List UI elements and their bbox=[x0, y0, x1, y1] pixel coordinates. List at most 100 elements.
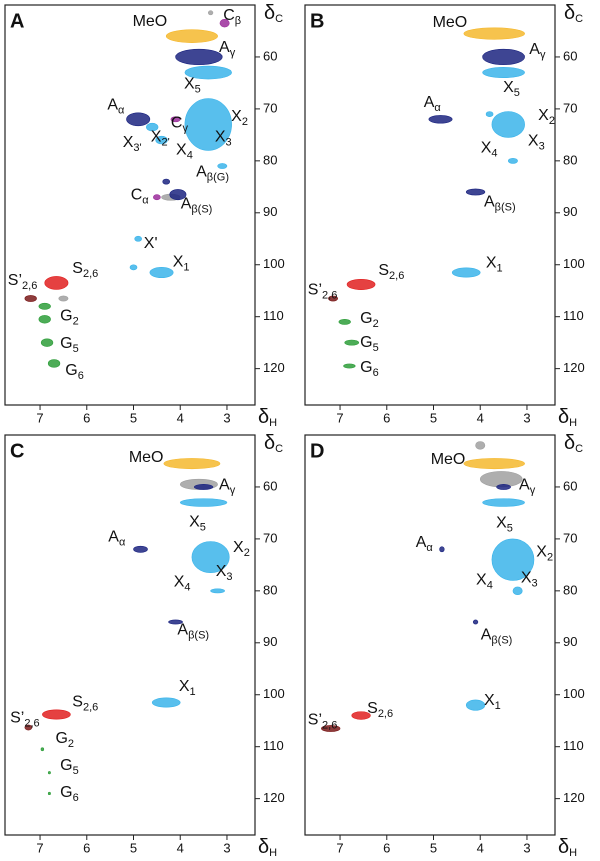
label-sub: 3 bbox=[226, 571, 232, 583]
label-main: A bbox=[484, 194, 495, 211]
cross-peak bbox=[44, 276, 69, 290]
x-tick-label: 4 bbox=[177, 840, 184, 855]
label-sub: H bbox=[269, 417, 277, 429]
y-tick-label: 60 bbox=[263, 48, 277, 63]
cross-peak bbox=[463, 458, 525, 470]
label-sub: 2 bbox=[244, 547, 250, 559]
cross-peak bbox=[344, 339, 360, 346]
cross-peak bbox=[475, 441, 486, 450]
cross-peak bbox=[465, 699, 486, 711]
x-axis-label: δH bbox=[258, 836, 277, 859]
label-main: X bbox=[179, 678, 190, 695]
peak-label: X3' bbox=[123, 134, 142, 154]
label-main: A bbox=[107, 96, 118, 113]
peak-label: X2' bbox=[151, 129, 170, 149]
x-tick-label: 4 bbox=[477, 840, 484, 855]
peak-label: X5 bbox=[503, 79, 520, 99]
label-main: X bbox=[528, 133, 539, 150]
label-main: S bbox=[72, 260, 83, 277]
label-main: MeO bbox=[133, 13, 168, 30]
x-tick-label: 7 bbox=[36, 840, 43, 855]
label-main: X bbox=[233, 539, 244, 556]
peak-label: S2,6 bbox=[72, 260, 98, 280]
peak-label: X2 bbox=[233, 539, 250, 559]
label-sub: β(S) bbox=[495, 201, 516, 213]
y-axis-label: δC bbox=[564, 432, 583, 455]
x-axis-label: δH bbox=[558, 836, 577, 859]
peak-label: G6 bbox=[360, 359, 379, 379]
label-sub: C bbox=[275, 13, 283, 25]
label-main: A bbox=[519, 477, 530, 494]
peak-label: Aα bbox=[416, 534, 434, 554]
cross-peak bbox=[47, 791, 51, 796]
peak-label: G6 bbox=[60, 784, 79, 804]
label-sub: 2 bbox=[242, 116, 248, 128]
label-main: X bbox=[216, 563, 227, 580]
y-tick-label: 80 bbox=[263, 582, 277, 597]
label-main: δ bbox=[258, 406, 269, 428]
cross-peak bbox=[129, 264, 138, 271]
cross-peak bbox=[162, 178, 171, 185]
cross-peak bbox=[496, 484, 511, 490]
cross-peak bbox=[153, 194, 161, 201]
label-main: δ bbox=[258, 836, 269, 858]
y-tick-label: 110 bbox=[563, 738, 584, 753]
cross-peak bbox=[47, 359, 61, 368]
label-sub: 4 bbox=[184, 581, 190, 593]
peak-label: X1 bbox=[486, 255, 503, 275]
peak-label: S2,6 bbox=[378, 262, 404, 282]
x-tick-label: 4 bbox=[177, 410, 184, 425]
label-main: G bbox=[60, 757, 72, 774]
label-main: A bbox=[108, 529, 119, 546]
label-main: A bbox=[529, 41, 540, 58]
x-tick-label: 5 bbox=[130, 840, 137, 855]
peak-label: X' bbox=[144, 235, 158, 252]
peak-label: S’2,6 bbox=[8, 272, 38, 292]
cross-peak bbox=[175, 48, 223, 66]
y-tick-label: 80 bbox=[563, 582, 577, 597]
cross-peak bbox=[482, 48, 525, 66]
label-main: A bbox=[219, 477, 230, 494]
y-tick-label: 80 bbox=[263, 152, 277, 167]
label-main: X bbox=[481, 140, 492, 157]
peak-label: X3 bbox=[528, 133, 545, 153]
peak-label: Cα bbox=[131, 187, 150, 207]
label-sub: 3 bbox=[225, 136, 231, 148]
y-tick-label: 90 bbox=[263, 204, 277, 219]
label-sub: 4 bbox=[491, 147, 497, 159]
plot-frame bbox=[304, 434, 556, 836]
cross-peak bbox=[207, 10, 214, 16]
label-sub: 2,6 bbox=[389, 270, 404, 282]
peak-label: G2 bbox=[55, 730, 74, 750]
y-tick-label: 70 bbox=[563, 100, 577, 115]
label-main: X bbox=[184, 76, 195, 93]
cross-peak bbox=[24, 724, 33, 731]
label-sub: 5 bbox=[73, 765, 79, 777]
label-main: G bbox=[360, 310, 372, 327]
cross-peak bbox=[343, 363, 356, 369]
label-main: X bbox=[503, 79, 514, 96]
label-sub: 2,6 bbox=[24, 718, 39, 730]
cross-peak bbox=[351, 711, 371, 720]
peak-label: X5 bbox=[496, 515, 513, 535]
x-axis-label: δH bbox=[558, 406, 577, 429]
label-sub: 2,6 bbox=[322, 720, 337, 732]
cross-peak bbox=[482, 67, 525, 79]
label-sub: 3 bbox=[539, 141, 545, 153]
label-main: S’ bbox=[308, 712, 322, 729]
peak-label: X5 bbox=[189, 513, 206, 533]
label-sub: 5 bbox=[195, 83, 201, 95]
y-tick-label: 90 bbox=[563, 204, 577, 219]
peak-label: G5 bbox=[60, 757, 79, 777]
label-sub: β(G) bbox=[207, 171, 229, 183]
cross-peak bbox=[217, 163, 228, 169]
label-main: X bbox=[174, 574, 185, 591]
cross-peak bbox=[428, 115, 453, 124]
y-tick-label: 90 bbox=[263, 634, 277, 649]
peak-label: Aβ(S) bbox=[181, 196, 213, 216]
label-main: S’ bbox=[8, 272, 22, 289]
y-tick-label: 60 bbox=[563, 48, 577, 63]
